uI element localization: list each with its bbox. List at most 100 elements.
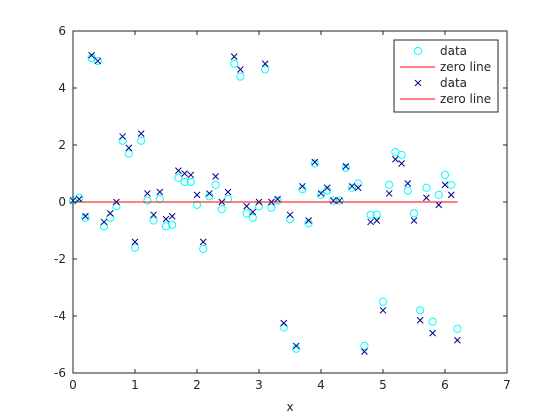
legend-item: data bbox=[413, 44, 467, 58]
data-point-circle bbox=[248, 213, 257, 222]
data-point-cross bbox=[323, 184, 331, 192]
data-point-cross bbox=[330, 197, 337, 204]
data-point-circle bbox=[261, 65, 270, 74]
data-point-circle bbox=[99, 222, 109, 231]
x-tick-label: 7 bbox=[503, 378, 511, 392]
data-point-cross bbox=[82, 212, 89, 220]
data-point-circle bbox=[211, 180, 220, 189]
data-point-cross bbox=[193, 191, 201, 199]
data-point-cross bbox=[280, 319, 288, 327]
legend-label: zero line bbox=[440, 92, 491, 106]
data-point-circle bbox=[298, 185, 307, 194]
data-point-circle bbox=[397, 150, 406, 160]
data-point-circle bbox=[149, 216, 158, 225]
data-point-cross bbox=[336, 197, 343, 204]
data-point-circle bbox=[186, 177, 195, 187]
data-point-circle bbox=[106, 213, 115, 222]
legend-circle-swatch bbox=[413, 46, 423, 56]
data-point-circle bbox=[385, 180, 394, 189]
data-point-circle bbox=[285, 215, 295, 224]
data-point-cross bbox=[100, 218, 108, 226]
data-point-circle bbox=[242, 209, 251, 218]
data-point-circle bbox=[366, 210, 375, 219]
y-tick-label: 2 bbox=[58, 138, 66, 152]
x-tick-label: 6 bbox=[441, 378, 449, 392]
x-tick-label: 2 bbox=[193, 378, 201, 392]
data-point-cross bbox=[212, 172, 219, 180]
data-point-cross bbox=[175, 167, 182, 175]
data-point-cross bbox=[230, 53, 238, 61]
y-tick-label: -4 bbox=[54, 309, 66, 323]
data-point-cross bbox=[286, 211, 294, 219]
legend-label: data bbox=[440, 44, 467, 58]
data-point-cross bbox=[398, 160, 405, 167]
data-point-cross bbox=[94, 57, 102, 65]
data-point-circle bbox=[174, 173, 183, 182]
data-point-circle bbox=[192, 200, 202, 209]
data-point-cross bbox=[454, 336, 461, 344]
data-point-circle bbox=[372, 210, 381, 219]
data-point-circle bbox=[447, 180, 456, 189]
legend-label: zero line bbox=[440, 60, 491, 74]
data-point-circle bbox=[124, 149, 133, 158]
data-point-cross bbox=[385, 190, 393, 197]
data-point-circle bbox=[155, 195, 164, 204]
data-point-circle bbox=[292, 344, 301, 353]
legend-item: zero line bbox=[400, 60, 491, 74]
data-point-circle bbox=[304, 219, 313, 228]
data-point-circle bbox=[118, 136, 127, 145]
data-point-circle bbox=[341, 163, 350, 172]
data-point-cross bbox=[125, 144, 133, 152]
data-point-circle bbox=[137, 136, 146, 145]
data-point-circle bbox=[180, 177, 189, 187]
y-tick-label: -2 bbox=[54, 252, 66, 266]
data-point-cross bbox=[379, 306, 387, 314]
data-point-circle bbox=[347, 183, 357, 192]
data-point-cross bbox=[75, 195, 83, 203]
data-point-circle bbox=[434, 190, 443, 199]
data-point-cross bbox=[416, 316, 424, 324]
data-point-circle bbox=[205, 192, 214, 201]
data-point-circle bbox=[254, 202, 264, 211]
data-point-cross bbox=[88, 51, 95, 59]
data-point-cross bbox=[224, 188, 232, 196]
data-point-circle bbox=[310, 159, 319, 168]
data-point-cross bbox=[187, 171, 195, 179]
data-point-cross bbox=[274, 195, 281, 203]
data-point-circle bbox=[409, 209, 419, 218]
data-point-cross bbox=[199, 238, 207, 246]
data-point-circle bbox=[168, 220, 177, 229]
data-point-cross bbox=[292, 342, 300, 350]
data-point-cross bbox=[206, 190, 213, 197]
data-point-cross bbox=[181, 170, 188, 177]
data-point-cross bbox=[435, 201, 443, 209]
data-point-cross bbox=[354, 184, 362, 192]
x-tick-label: 4 bbox=[317, 378, 325, 392]
data-point-cross bbox=[423, 194, 430, 202]
data-point-circle bbox=[112, 202, 121, 211]
data-point-cross bbox=[168, 212, 176, 220]
data-point-circle bbox=[236, 72, 245, 81]
data-point-circle bbox=[416, 306, 425, 315]
data-point-cross bbox=[106, 210, 114, 217]
y-tick-label: 0 bbox=[58, 195, 66, 209]
x-tick-label: 3 bbox=[255, 378, 263, 392]
data-point-circle bbox=[440, 170, 450, 180]
data-point-cross bbox=[392, 155, 399, 163]
plot-marks bbox=[68, 51, 462, 355]
x-axis-label: x bbox=[286, 400, 293, 414]
legend: data zero line data zero line bbox=[393, 39, 499, 113]
data-point-circle bbox=[279, 323, 288, 332]
data-point-circle bbox=[378, 297, 388, 306]
data-point-circle bbox=[143, 196, 152, 205]
data-point-cross bbox=[441, 181, 449, 189]
x-tick-label: 1 bbox=[131, 378, 139, 392]
data-point-cross bbox=[237, 66, 244, 73]
data-point-circle bbox=[354, 179, 363, 188]
data-point-cross bbox=[367, 218, 374, 226]
data-point-circle bbox=[453, 324, 462, 333]
data-point-circle bbox=[360, 341, 369, 351]
data-point-cross bbox=[299, 182, 306, 190]
data-point-cross bbox=[249, 208, 257, 216]
legend-box bbox=[393, 39, 499, 113]
